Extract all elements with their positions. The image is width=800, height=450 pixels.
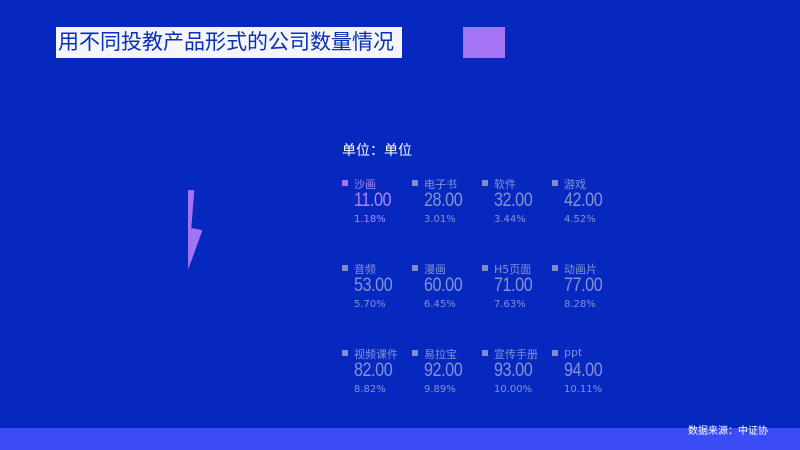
legend-value: 42.00 xyxy=(564,190,603,211)
legend-percent: 5.70% xyxy=(354,299,386,310)
legend-name: ppt xyxy=(564,346,583,359)
legend-percent: 10.11% xyxy=(564,384,603,395)
legend-name: 动画片 xyxy=(564,263,597,276)
legend-item[interactable]: 宣传手册 93.00 10.00% xyxy=(482,346,552,401)
rose-slice[interactable] xyxy=(188,190,195,270)
legend-name: 宣传手册 xyxy=(494,348,538,361)
data-source: 数据来源：中证协 xyxy=(688,426,768,437)
legend-marker xyxy=(412,180,418,186)
legend-name: 视频课件 xyxy=(354,348,398,361)
legend-item[interactable]: 游戏 42.00 4.52% xyxy=(552,176,622,231)
legend-value: 93.00 xyxy=(494,360,533,381)
legend-name: 易拉宝 xyxy=(424,348,457,361)
footer-bar xyxy=(0,428,800,450)
legend-percent: 9.89% xyxy=(424,384,456,395)
legend-name: H5页面 xyxy=(494,263,532,276)
legend-percent: 3.01% xyxy=(424,214,456,225)
legend-item[interactable]: 动画片 77.00 8.28% xyxy=(552,261,622,316)
unit-label: 单位：单位 xyxy=(342,143,412,159)
legend-marker xyxy=(482,350,488,356)
legend-value: 60.00 xyxy=(424,275,463,296)
legend-value: 82.00 xyxy=(354,360,393,381)
legend-name: 软件 xyxy=(494,178,516,191)
legend-marker xyxy=(482,265,488,271)
legend-item[interactable]: 音频 53.00 5.70% xyxy=(342,261,412,316)
rose-slice[interactable] xyxy=(188,228,203,270)
legend-percent: 1.18% xyxy=(354,214,386,225)
legend-item[interactable]: 易拉宝 92.00 9.89% xyxy=(412,346,482,401)
legend-item[interactable]: ppt 94.00 10.11% xyxy=(552,346,622,401)
legend-marker xyxy=(552,265,558,271)
legend-percent: 10.00% xyxy=(494,384,533,395)
legend-value: 94.00 xyxy=(564,360,603,381)
legend-value: 32.00 xyxy=(494,190,533,211)
legend-item[interactable]: H5页面 71.00 7.63% xyxy=(482,261,552,316)
legend-value: 71.00 xyxy=(494,275,533,296)
legend-value: 92.00 xyxy=(424,360,463,381)
legend-percent: 3.44% xyxy=(494,214,526,225)
legend: 沙画 11.00 1.18% 电子书 28.00 3.01% 软件 32.00 … xyxy=(342,176,662,401)
legend-item[interactable]: 电子书 28.00 3.01% xyxy=(412,176,482,231)
legend-item[interactable]: 沙画 11.00 1.18% xyxy=(342,176,412,231)
legend-percent: 8.28% xyxy=(564,299,596,310)
legend-name: 沙画 xyxy=(354,178,376,191)
legend-marker xyxy=(342,180,348,186)
chart-title: 用不同投教产品形式的公司数量情况 xyxy=(56,27,402,58)
legend-percent: 6.45% xyxy=(424,299,456,310)
legend-item[interactable]: 视频课件 82.00 8.82% xyxy=(342,346,412,401)
legend-value: 77.00 xyxy=(564,275,603,296)
legend-marker xyxy=(482,180,488,186)
legend-name: 游戏 xyxy=(564,178,586,191)
legend-marker xyxy=(342,265,348,271)
legend-marker xyxy=(552,180,558,186)
legend-marker xyxy=(552,350,558,356)
legend-value: 53.00 xyxy=(354,275,393,296)
title-accent-bar xyxy=(463,27,505,58)
legend-item[interactable]: 漫画 60.00 6.45% xyxy=(412,261,482,316)
legend-marker xyxy=(342,350,348,356)
legend-value: 11.00 xyxy=(354,190,392,211)
legend-name: 音频 xyxy=(354,263,376,276)
legend-percent: 8.82% xyxy=(354,384,386,395)
legend-name: 漫画 xyxy=(424,263,446,276)
legend-percent: 4.52% xyxy=(564,214,596,225)
legend-name: 电子书 xyxy=(424,178,457,191)
legend-marker xyxy=(412,265,418,271)
legend-marker xyxy=(412,350,418,356)
legend-value: 28.00 xyxy=(424,190,463,211)
legend-item[interactable]: 软件 32.00 3.44% xyxy=(482,176,552,231)
legend-percent: 7.63% xyxy=(494,299,526,310)
